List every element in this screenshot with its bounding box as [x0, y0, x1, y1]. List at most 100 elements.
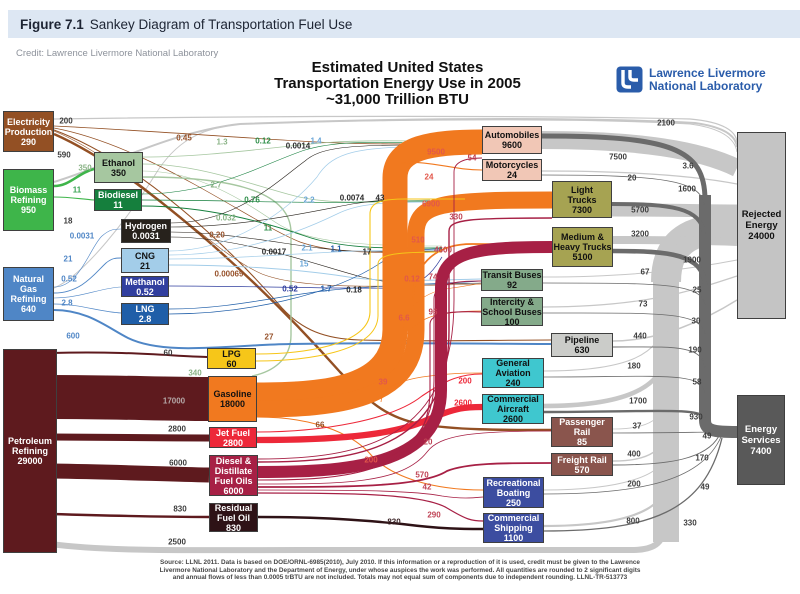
- flow-value-label: 0.12: [255, 136, 271, 146]
- node-label-line: 240: [505, 378, 521, 388]
- flow-value-label: 20: [423, 437, 433, 447]
- flow-ng-hydrogen: [53, 228, 122, 288]
- node-label-line: 100: [504, 316, 520, 327]
- node-label-line: LNG: [135, 304, 155, 314]
- llnl-logo-text-line1: Lawrence Livermore: [649, 66, 766, 80]
- diesel-flows: [257, 157, 553, 522]
- flow-value-label: 200: [364, 455, 378, 465]
- flow-value-label: 190: [688, 345, 702, 355]
- flow-value-label: 20: [627, 173, 637, 183]
- flow-petroleum-lpg: [50, 351, 208, 358]
- flow-value-label: 200: [627, 479, 641, 489]
- flow-biodiesel-automobiles: [141, 142, 416, 195]
- node-label-line: Pipeline: [564, 335, 600, 345]
- node-label-line: Motorcycles: [485, 160, 539, 170]
- node-label-line: Hydrogen: [124, 221, 167, 231]
- flow-value-label: 590: [57, 150, 71, 160]
- node-label-line: Commercial: [487, 394, 539, 404]
- flow-value-label: 330: [683, 518, 697, 528]
- flow-value-label: 60: [163, 348, 173, 358]
- node-label-line: 350: [110, 167, 127, 178]
- flow-value-label: 25: [692, 285, 702, 295]
- node-label-line: Boating: [496, 487, 531, 498]
- flow-passrail-services: [612, 431, 721, 434]
- node-label-line: LPG: [222, 348, 241, 359]
- node-commercial-aircraft: Commercial Aircraft 2600: [482, 394, 544, 424]
- node-label-line: 85: [576, 437, 587, 447]
- flow-residual-shipping: [257, 515, 484, 531]
- flow-value-label: 170: [695, 453, 709, 463]
- flow-mhtrucks-services: [612, 248, 708, 286]
- node-label-line: Recreational: [486, 477, 541, 488]
- flow-value-label: 2100: [657, 118, 675, 128]
- flow-value-label: 37: [632, 421, 642, 431]
- figure-title: Sankey Diagram of Transportation Fuel Us…: [89, 16, 353, 32]
- flow-value-label: 800: [626, 516, 640, 526]
- cng-flows: [168, 146, 482, 281]
- node-biomass-refining: Biomass Refining 950: [3, 169, 54, 231]
- flow-jetfuel-genaviation: [256, 373, 483, 433]
- node-general-aviation: General Aviation 240: [482, 358, 544, 388]
- flow-value-label: 42: [422, 482, 432, 492]
- node-label-line: Natural: [12, 274, 44, 284]
- flow-value-label: 930: [689, 412, 703, 422]
- flow-biomass-ethanol: [53, 167, 95, 188]
- flow-value-label: 24: [424, 172, 434, 182]
- biomass-flows: [53, 167, 95, 201]
- node-label-line: Distillate: [214, 465, 253, 476]
- flow-diesel-boating: [257, 489, 484, 499]
- node-label-line: 830: [225, 522, 242, 533]
- flow-value-label: 290: [427, 510, 441, 520]
- flow-value-label: 17000: [162, 396, 186, 406]
- residual-flows: [257, 515, 484, 531]
- chart-title-line1: Estimated United States: [311, 59, 484, 76]
- flow-boating-services: [543, 436, 722, 495]
- flow-value-label: 200: [59, 116, 73, 126]
- petroleum-flows: [50, 351, 210, 519]
- flow-value-label: 0.00069: [214, 269, 244, 279]
- node-transit-buses: Transit Buses 92: [481, 269, 543, 291]
- node-label-line: Production: [4, 126, 53, 137]
- node-label-line: Jet Fuel: [215, 427, 250, 438]
- node-motorcycles: Motorcycles 24: [482, 159, 542, 181]
- node-lng: LNG 2.8: [121, 303, 169, 325]
- flow-value-label: 1.4: [310, 136, 322, 146]
- node-label-line: Refining: [10, 294, 47, 304]
- flow-value-label: 440: [633, 331, 647, 341]
- node-freight-rail: Freight Rail 570: [551, 453, 613, 476]
- node-label-line: 7400: [750, 445, 772, 457]
- flow-value-label: 2.1: [301, 243, 313, 253]
- flow-hydrogen-automobiles: [169, 144, 416, 224]
- node-label-line: 0.0031: [132, 231, 160, 241]
- node-label-line: 5100: [572, 252, 593, 262]
- flow-value-label: 200: [458, 376, 472, 386]
- node-label-line: 92: [506, 280, 517, 290]
- flow-value-label: 1900: [683, 255, 701, 265]
- flow-value-label: 350: [78, 163, 92, 173]
- flow-gasoline-lighttrucks: [256, 191, 553, 418]
- node-label-line: Aircraft: [496, 404, 529, 414]
- flow-value-label: 0.032: [215, 213, 237, 223]
- flow-value-label: 5700: [631, 205, 649, 215]
- node-label-line: 570: [574, 464, 590, 475]
- flow-value-label: 4600: [434, 245, 452, 255]
- flow-value-label: 0.76: [244, 195, 260, 205]
- flow-value-label: 73: [638, 299, 648, 309]
- node-label-line: 11: [113, 200, 123, 210]
- flow-value-label: 1600: [678, 184, 696, 194]
- node-cng: CNG 21: [121, 248, 169, 273]
- node-energy-services: Energy Services 7400: [737, 395, 785, 485]
- node-biodiesel: Biodiesel 11: [94, 189, 142, 211]
- flow-value-label: 6000: [169, 458, 187, 468]
- flow-diesel-mhtrucks: [257, 241, 553, 478]
- node-label-line: Electricity: [6, 116, 51, 127]
- node-lpg: LPG 60: [207, 348, 256, 369]
- flow-value-label: 0.18: [346, 285, 362, 295]
- node-label-line: Fuel Oils: [214, 475, 253, 486]
- node-electricity-production: Electricity Production 290: [3, 111, 54, 152]
- flow-value-label: 67: [640, 267, 650, 277]
- flow-value-label: 15: [299, 259, 309, 269]
- flow-biomass-rejected: [53, 118, 738, 183]
- flow-gasoline-genaviation: [380, 372, 483, 403]
